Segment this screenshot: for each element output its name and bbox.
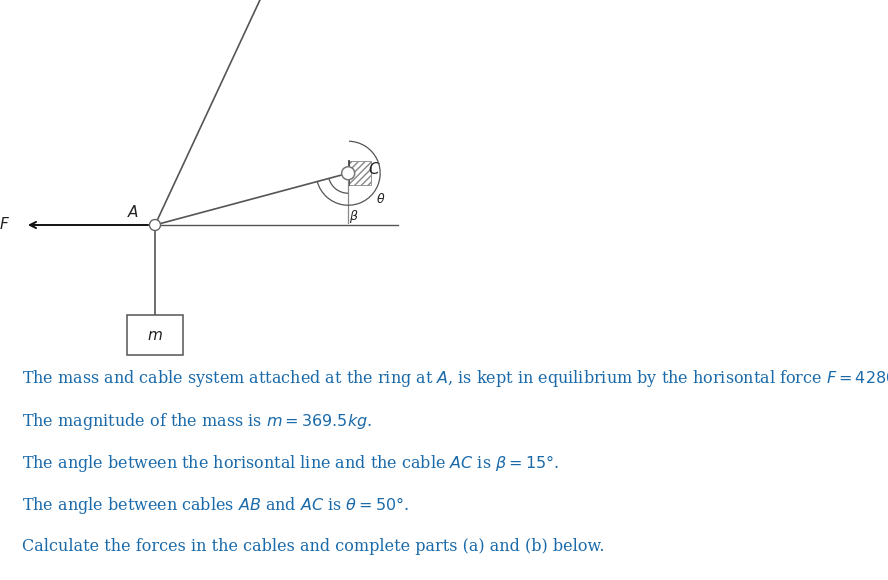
Text: $\theta$: $\theta$	[377, 192, 386, 206]
Text: $m$: $m$	[147, 328, 163, 343]
Text: $\beta$: $\beta$	[349, 208, 359, 225]
Circle shape	[342, 166, 354, 180]
Text: The angle between cables $\mathit{AB}$ and $\mathit{AC}$ is $\theta = 50°$.: The angle between cables $\mathit{AB}$ a…	[22, 495, 409, 516]
Bar	[349, 161, 371, 185]
Text: $A$: $A$	[127, 204, 139, 220]
Text: Calculate the forces in the cables and complete parts (a) and (b) below.: Calculate the forces in the cables and c…	[22, 538, 605, 554]
Text: The mass and cable system attached at the ring at $\mathit{A}$, is kept in equil: The mass and cable system attached at th…	[22, 368, 888, 389]
Text: $F$: $F$	[0, 216, 10, 232]
Circle shape	[149, 219, 161, 230]
Text: $C$: $C$	[369, 161, 381, 177]
Text: The angle between the horisontal line and the cable $\mathit{AC}$ is $\beta = 15: The angle between the horisontal line an…	[22, 453, 559, 474]
Bar	[349, 161, 371, 185]
Text: The magnitude of the mass is $\mathit{m} = 369.5kg$.: The magnitude of the mass is $\mathit{m}…	[22, 411, 372, 432]
Bar	[128, 315, 183, 355]
